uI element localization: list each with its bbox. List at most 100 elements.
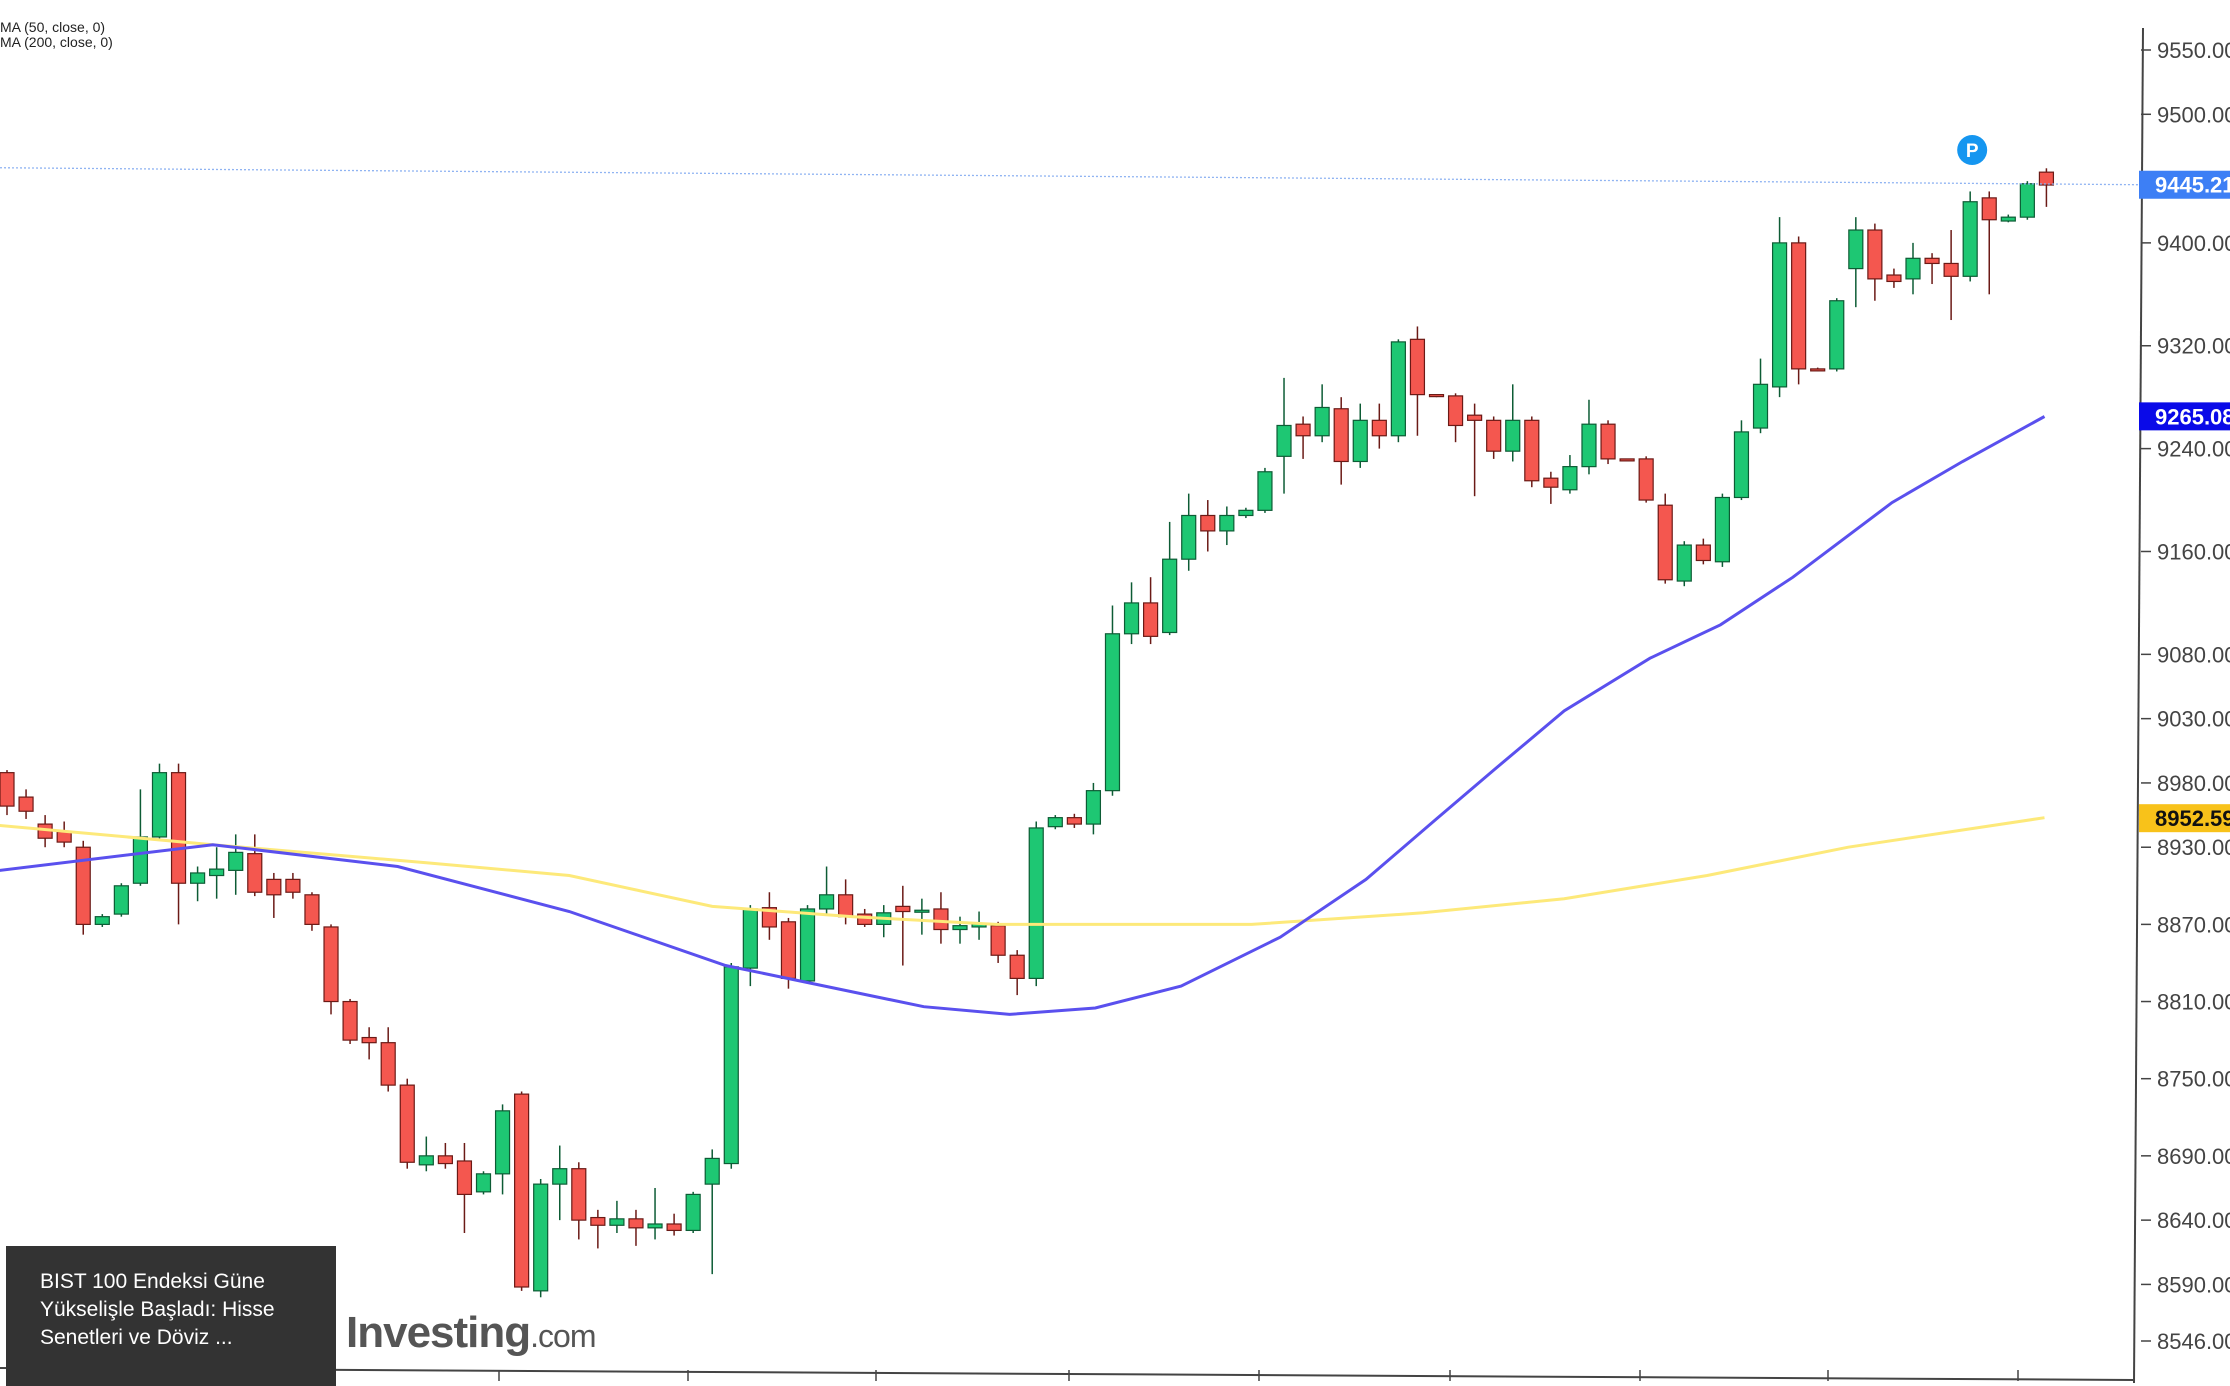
candle-body-up	[151, 772, 168, 838]
candle	[475, 1171, 492, 1195]
candle-body-up	[494, 1110, 511, 1175]
candle	[1638, 456, 1654, 503]
candle-body-up	[1104, 633, 1121, 792]
candle	[342, 998, 358, 1044]
candle	[1848, 217, 1864, 308]
candle	[190, 866, 206, 902]
candle-body-down	[895, 905, 911, 913]
candle-body-down	[1695, 544, 1711, 562]
news-caption[interactable]: BIST 100 Endeksi Güne Yükselişle Başladı…	[6, 1246, 336, 1386]
candle	[1829, 298, 1845, 372]
candle-body-up	[1123, 602, 1140, 635]
ma50-line	[0, 415, 2046, 1016]
candle-body-down	[1619, 458, 1635, 462]
candle-body-up	[1962, 201, 1978, 277]
candle-body-down	[380, 1042, 396, 1086]
candle-body-up	[228, 851, 244, 871]
candle	[990, 921, 1006, 963]
candle-body-up	[132, 836, 149, 884]
candle-body-up	[533, 1183, 549, 1292]
price-badge: 9445.21	[2139, 170, 2230, 199]
candle-body-down	[1886, 274, 1902, 283]
candle-body-down	[456, 1160, 473, 1196]
candle-body-down	[628, 1218, 644, 1229]
candle-body-down	[285, 878, 301, 893]
p-marker-icon[interactable]: P	[1957, 135, 1988, 165]
candle-body-down	[56, 831, 72, 843]
candle	[1123, 582, 1140, 645]
candle	[1333, 397, 1349, 485]
candle-body-up	[1028, 827, 1044, 979]
candle	[2000, 214, 2016, 223]
candle-body-down	[1428, 394, 1445, 398]
watermark-suffix: .com	[530, 1318, 596, 1354]
candle	[151, 763, 168, 841]
candles	[0, 168, 2055, 1298]
y-tick-label: 9240.00	[2157, 437, 2230, 462]
candle-body-down	[0, 772, 15, 807]
candle	[494, 1104, 511, 1195]
candle	[1009, 950, 1025, 996]
candle-body-up	[1047, 817, 1063, 828]
candle-body-up	[704, 1157, 720, 1185]
candle	[399, 1078, 415, 1169]
candle-body-down	[857, 913, 873, 925]
y-tick-label: 9080.00	[2157, 642, 2230, 667]
y-tick-label: 9030.00	[2157, 707, 2230, 732]
candle-body-down	[1867, 229, 1883, 280]
candle	[1619, 458, 1635, 462]
candle-body-down	[1981, 197, 1997, 221]
candle	[1962, 191, 1978, 282]
candle	[1104, 605, 1121, 796]
candle-body-down	[933, 908, 949, 931]
candle-body-up	[1733, 431, 1750, 499]
x-axis-line	[0, 1367, 2135, 1381]
candle-body-up	[1352, 419, 1368, 463]
candle	[1028, 821, 1044, 987]
caption-line: Senetleri ve Döviz ...	[40, 1326, 233, 1349]
candle-body-up	[1752, 383, 1769, 429]
candle	[1276, 377, 1292, 494]
candle	[1562, 455, 1578, 494]
y-tick-label: 8690.00	[2157, 1144, 2230, 1169]
y-tick-label: 9500.00	[2157, 102, 2230, 127]
candle-body-up	[113, 885, 129, 915]
candle	[666, 1213, 682, 1236]
candle	[1047, 815, 1063, 830]
legend-ma50[interactable]: MA (50, close, 0)	[0, 19, 106, 35]
candle	[799, 905, 816, 983]
caption-line: Yükselişle Başladı: Hisse	[40, 1298, 275, 1321]
candle-body-down	[361, 1036, 377, 1044]
candle	[1467, 403, 1483, 497]
candle-body-up	[1390, 341, 1406, 437]
legend-ma200[interactable]: MA (200, close, 0)	[0, 34, 113, 50]
candle-body-up	[1905, 257, 1921, 280]
candle-body-down	[1467, 414, 1483, 421]
candle	[1066, 813, 1082, 828]
candle	[914, 898, 930, 935]
candle-body-up	[647, 1223, 663, 1229]
candle-body-down	[304, 894, 320, 925]
candle-body-down	[247, 853, 263, 893]
candle-body-down	[1486, 419, 1502, 452]
candle	[647, 1187, 663, 1240]
candle	[418, 1136, 434, 1172]
candle-body-down	[1543, 477, 1559, 488]
candle-body-down	[1447, 395, 1464, 427]
price-badge: 8952.59	[2139, 804, 2230, 833]
candle-body-down	[1924, 257, 1940, 265]
candle	[247, 834, 263, 897]
price-badge-bg	[2139, 402, 2230, 431]
candle	[304, 892, 320, 931]
candle-body-up	[209, 868, 225, 877]
candle	[1371, 403, 1387, 449]
candle	[552, 1145, 568, 1221]
candle	[1676, 541, 1692, 587]
candle-body-down	[990, 925, 1006, 956]
candle-body-up	[609, 1218, 625, 1226]
candle	[380, 1027, 396, 1092]
y-tick-label: 9550.00	[2157, 38, 2230, 63]
candle-body-up	[475, 1173, 492, 1193]
candle-body-down	[780, 921, 797, 979]
